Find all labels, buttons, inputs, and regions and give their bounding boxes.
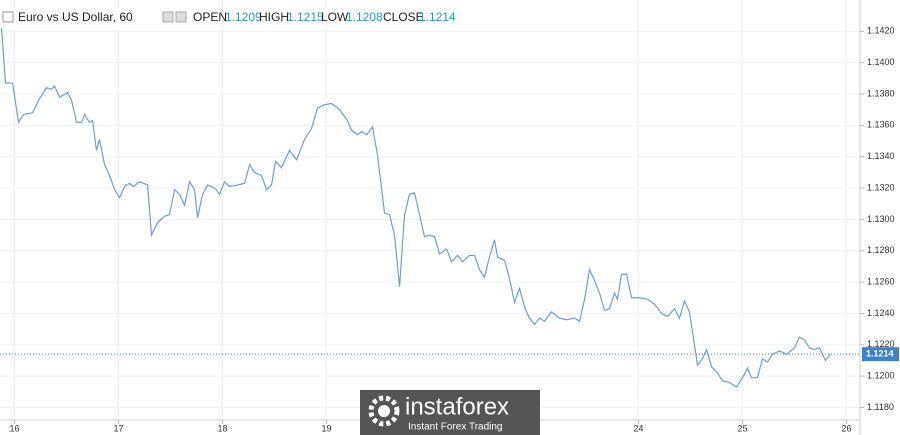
logo xyxy=(378,405,390,417)
y-tick-label: 1.1220 xyxy=(867,339,895,349)
x-tick-label: 19 xyxy=(322,423,332,433)
x-tick-label: 26 xyxy=(841,423,851,433)
ohlc-name: OPEN xyxy=(193,10,227,24)
plot xyxy=(0,28,860,388)
ohlc-value: 1.1215 xyxy=(287,10,324,24)
ohlc-name: CLOSE xyxy=(383,10,424,24)
logo xyxy=(368,395,400,427)
y-tick-label: 1.1300 xyxy=(867,214,895,224)
y-tick-label: 1.1260 xyxy=(867,276,895,286)
y-tick-label: 1.1360 xyxy=(867,120,895,130)
watermark: instaforex Instant Forex Trading xyxy=(360,390,540,435)
ohlc-name: HIGH xyxy=(259,10,289,24)
ohlc-value: 1.1208 xyxy=(346,10,383,24)
y-tick-label: 1.1280 xyxy=(867,245,895,255)
ohlc-value: 1.1209 xyxy=(225,10,262,24)
symbol-title: Euro vs US Dollar, 60 xyxy=(18,10,133,24)
x-tick-label: 16 xyxy=(10,423,20,433)
last-price-box xyxy=(862,347,899,362)
x-tick-label: 18 xyxy=(218,423,228,433)
y-tick-label: 1.1320 xyxy=(867,182,895,192)
header-bg xyxy=(0,8,160,28)
ohlc-value: 1.1214 xyxy=(419,10,456,24)
y-tick-label: 1.1380 xyxy=(867,88,895,98)
x-tick-label: 24 xyxy=(633,423,643,433)
y-tick-label: 1.1180 xyxy=(867,402,894,412)
icon xyxy=(162,11,174,23)
tagline: Instant Forex Trading xyxy=(408,422,503,433)
last-price-label: 1.1214 xyxy=(866,349,894,359)
menu-icon xyxy=(2,11,14,23)
y-tick-label: 1.1200 xyxy=(867,370,895,380)
y-tick-label: 1.1400 xyxy=(867,57,895,67)
icon xyxy=(175,11,187,23)
grid xyxy=(0,0,860,420)
brand: instaforex xyxy=(405,393,509,420)
x-tick-label: 25 xyxy=(737,423,747,433)
price-line xyxy=(0,28,831,388)
x-tick-label: 17 xyxy=(114,423,124,433)
ohlc-name: LOW xyxy=(321,10,349,24)
header: Euro vs US Dollar, 60 OPEN 1.1209 HIGH 1… xyxy=(0,8,456,28)
y-tick-label: 1.1240 xyxy=(867,308,895,318)
y-tick-label: 1.1340 xyxy=(867,151,895,161)
y-tick-label: 1.1420 xyxy=(867,26,895,36)
